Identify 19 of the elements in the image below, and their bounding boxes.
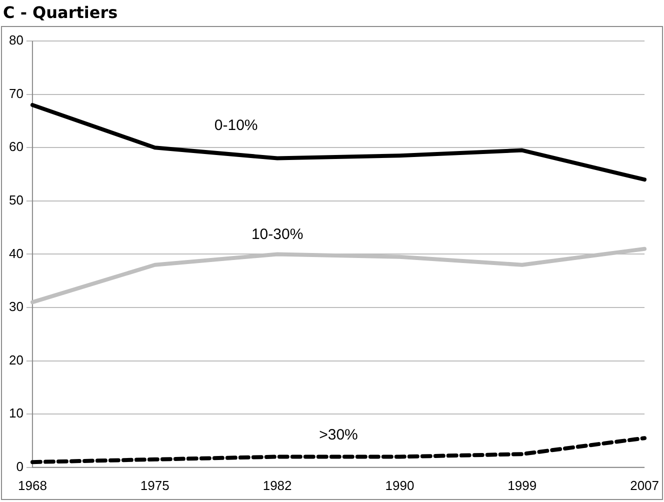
x-tick-label: 1990 [385, 478, 414, 493]
x-tick-label: 2007 [630, 478, 659, 493]
y-tick-label: 60 [8, 139, 24, 154]
x-tick-label: 1975 [140, 478, 170, 493]
y-tick-label: 20 [8, 352, 24, 368]
series-label: 0-10% [214, 117, 258, 134]
y-tick-label: 10 [8, 406, 24, 421]
x-tick-label: 1999 [508, 478, 537, 493]
y-tick-label: 50 [8, 192, 24, 208]
y-tick-label: 70 [8, 86, 24, 101]
series-label: >30% [319, 426, 358, 444]
series-label: 10-30% [251, 226, 304, 243]
y-tick-label: 40 [8, 246, 24, 261]
x-tick-label: 1982 [262, 478, 292, 493]
x-tick-label: 1968 [18, 478, 47, 493]
chart-title: C - Quartiers [2, 2, 119, 24]
y-tick-label: 80 [8, 32, 24, 48]
y-tick-label: 0 [16, 458, 24, 474]
y-tick-label: 30 [8, 299, 24, 314]
